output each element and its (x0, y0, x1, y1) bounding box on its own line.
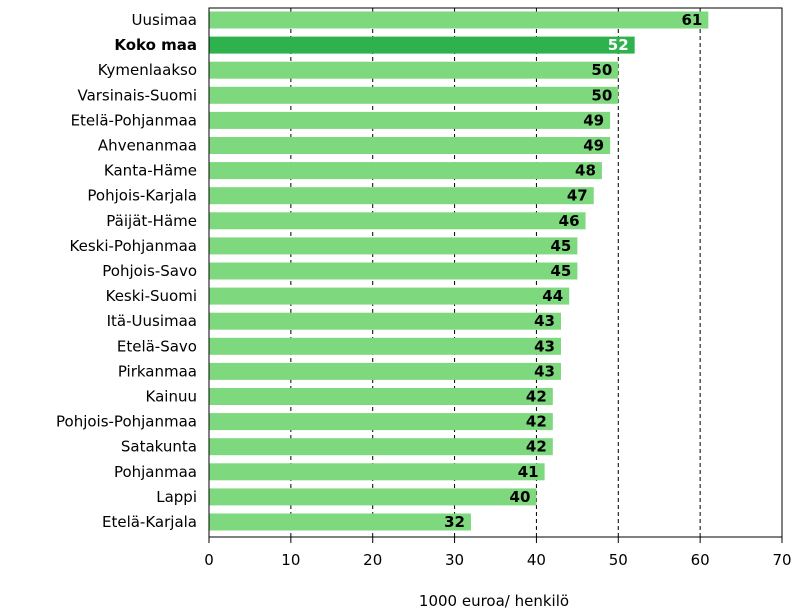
value-label: 40 (510, 488, 531, 506)
value-label: 49 (583, 111, 604, 129)
value-label: 43 (534, 337, 555, 355)
bar (209, 187, 594, 205)
category-label: Satakunta (121, 438, 197, 456)
bar (209, 36, 635, 54)
category-label: Pohjois-Pohjanmaa (56, 413, 197, 431)
value-label: 50 (591, 86, 612, 104)
category-label: Koko maa (114, 36, 197, 54)
value-label: 42 (526, 413, 547, 431)
bars (209, 11, 709, 531)
value-label: 42 (526, 438, 547, 456)
category-label: Etelä-Savo (117, 337, 197, 355)
category-label: Päijät-Häme (106, 212, 197, 230)
value-label: 45 (550, 262, 571, 280)
x-tick-label: 10 (281, 551, 300, 569)
bar (209, 262, 578, 280)
value-label: 47 (567, 187, 588, 205)
bar (209, 438, 553, 456)
value-label: 32 (444, 513, 465, 531)
category-label: Pohjanmaa (114, 463, 197, 481)
bar (209, 513, 471, 531)
x-tick-label: 0 (204, 551, 214, 569)
category-label: Itä-Uusimaa (107, 312, 197, 330)
category-label: Pirkanmaa (118, 362, 197, 380)
bar (209, 388, 553, 405)
bar (209, 312, 561, 330)
x-tick-label: 50 (609, 551, 628, 569)
bar (209, 463, 545, 481)
category-label: Keski-Pohjanmaa (70, 237, 197, 255)
value-label: 43 (534, 362, 555, 380)
value-label: 52 (608, 36, 629, 54)
value-label: 50 (591, 61, 612, 79)
value-label: 45 (550, 237, 571, 255)
plot-frame (208, 7, 783, 538)
category-label: Etelä-Pohjanmaa (71, 111, 197, 129)
bar (209, 137, 611, 154)
value-labels: 61 52 50 50 49 49 48 47 46 45 45 44 43 43 43 42 42 42 41 40… (444, 11, 702, 531)
value-label: 48 (575, 162, 596, 180)
bar (209, 86, 619, 104)
x-tick-label: 30 (445, 551, 464, 569)
category-labels: Uusimaa Koko maa Kymenlaakso Varsinais-Suom… (56, 11, 197, 531)
category-label: Varsinais-Suomi (77, 86, 197, 104)
x-tick-label: 70 (772, 551, 791, 569)
category-label: Keski-Suomi (106, 287, 197, 305)
bar (209, 111, 611, 129)
category-label: Lappi (156, 488, 197, 506)
x-axis-ticks: 0 10 20 30 40 50 60 70 (204, 537, 792, 569)
category-label: Pohjois-Karjala (87, 187, 197, 205)
category-label: Etelä-Karjala (102, 513, 197, 531)
x-tick-label: 40 (527, 551, 546, 569)
category-label: Uusimaa (132, 11, 197, 29)
bar (209, 11, 709, 29)
bar (209, 488, 537, 506)
category-label: Pohjois-Savo (102, 262, 197, 280)
bar (209, 362, 561, 380)
value-label: 43 (534, 312, 555, 330)
bar (209, 413, 553, 431)
category-label: Ahvenanmaa (98, 137, 197, 155)
bar (209, 287, 570, 305)
x-tick-label: 60 (691, 551, 710, 569)
value-label: 49 (583, 137, 604, 155)
value-label: 42 (526, 388, 547, 406)
value-label: 41 (518, 463, 539, 481)
bar (209, 337, 561, 355)
value-label: 44 (542, 287, 563, 305)
bar (209, 162, 602, 180)
bar (209, 212, 586, 230)
x-tick-label: 20 (363, 551, 382, 569)
x-axis-title: 1000 euroa/ henkilö (419, 592, 569, 610)
category-label: Kymenlaakso (98, 61, 197, 79)
value-label: 61 (681, 11, 702, 29)
bar (209, 61, 619, 79)
plot-border (208, 7, 783, 538)
bar (209, 237, 578, 255)
category-label: Kainuu (146, 388, 197, 406)
value-label: 46 (559, 212, 580, 230)
category-label: Kanta-Häme (104, 162, 197, 180)
